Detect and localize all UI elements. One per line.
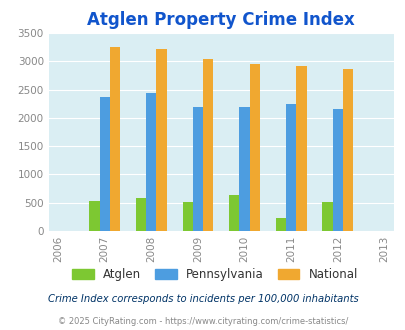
Bar	[342, 69, 352, 231]
Bar	[332, 109, 342, 231]
Bar	[296, 66, 306, 231]
Bar	[156, 50, 166, 231]
Legend: Atglen, Pennsylvania, National: Atglen, Pennsylvania, National	[68, 263, 362, 286]
Text: © 2025 CityRating.com - https://www.cityrating.com/crime-statistics/: © 2025 CityRating.com - https://www.city…	[58, 317, 347, 326]
Bar	[239, 107, 249, 231]
Bar	[182, 202, 192, 231]
Bar	[109, 47, 120, 231]
Text: Crime Index corresponds to incidents per 100,000 inhabitants: Crime Index corresponds to incidents per…	[47, 294, 358, 304]
Bar	[89, 201, 99, 231]
Title: Atglen Property Crime Index: Atglen Property Crime Index	[87, 11, 354, 29]
Bar	[275, 218, 286, 231]
Bar	[322, 202, 332, 231]
Bar	[136, 198, 146, 231]
Bar	[286, 104, 296, 231]
Bar	[99, 97, 109, 231]
Bar	[249, 64, 259, 231]
Bar	[202, 59, 213, 231]
Bar	[192, 107, 202, 231]
Bar	[229, 195, 239, 231]
Bar	[146, 93, 156, 231]
